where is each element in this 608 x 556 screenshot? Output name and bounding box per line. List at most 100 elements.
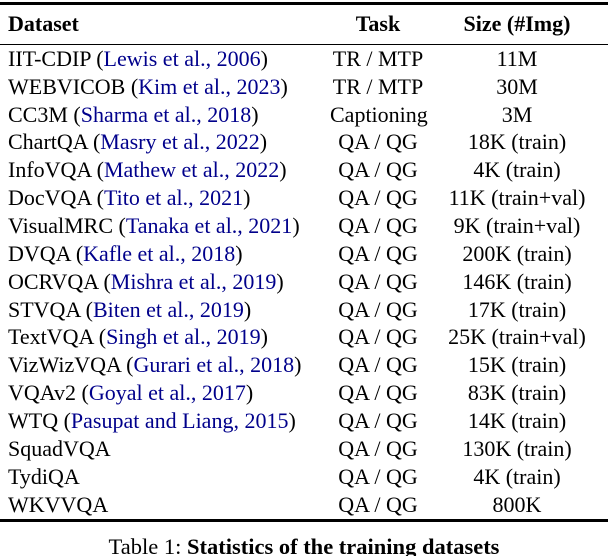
task-cell: QA / QG <box>338 407 418 433</box>
size-cell: 15K (train) <box>467 352 567 378</box>
size-cell: 18K (train) <box>467 129 567 155</box>
table-row: WEBVICOB (Kim et al., 2023) TR / MTP 30M <box>0 73 608 101</box>
dataset-cell: WKVVQA <box>0 491 330 517</box>
table-body: IIT-CDIP (Lewis et al., 2006) TR / MTP 11M… <box>0 45 608 519</box>
size-cell: 25K (train+val) <box>448 324 586 350</box>
table-row: TextVQA (Singh et al., 2019) QA / QG 25K (… <box>0 323 608 351</box>
task-cell: TR / MTP <box>332 73 424 99</box>
citation-link[interactable]: Mathew et al., 2022 <box>103 157 280 183</box>
dataset-name: WTQ <box>8 407 59 433</box>
dataset-cell: IIT-CDIP (Lewis et al., 2006) <box>8 45 268 71</box>
dataset-cell: TydiQA <box>0 463 330 489</box>
caption-title: Statistics of the training datasets <box>186 534 500 556</box>
task-cell: QA / QG <box>338 435 418 461</box>
task-cell: QA / QG <box>338 268 418 294</box>
task-cell: QA / QG <box>338 185 418 211</box>
table-row: SquadVQA QA / QG 130K (train) <box>0 435 608 463</box>
table-row: WTQ (Pasupat and Liang, 2015) QA / QG 14K … <box>0 407 608 435</box>
table-row: IIT-CDIP (Lewis et al., 2006) TR / MTP 11M <box>0 45 608 73</box>
dataset-name: SquadVQA <box>8 435 111 461</box>
citation-link[interactable]: Singh et al., 2019 <box>106 324 261 350</box>
dataset-cell: SquadVQA <box>0 435 330 461</box>
citation-link[interactable]: Sharma et al., 2018 <box>80 101 252 127</box>
table-row: ChartQA (Masry et al., 2022) QA / QG 18K (… <box>0 128 608 156</box>
dataset-name: CC3M <box>8 101 68 127</box>
table-row: VQAv2 (Goyal et al., 2017) QA / QG 83K (tr… <box>0 379 608 407</box>
task-cell: QA / QG <box>338 463 418 489</box>
size-cell: 9K (train+val) <box>453 212 581 238</box>
dataset-cell: WTQ (Pasupat and Liang, 2015) <box>8 407 296 433</box>
task-cell: TR / MTP <box>332 45 424 71</box>
table-row: DocVQA (Tito et al., 2021) QA / QG 11K (tr… <box>0 184 608 212</box>
column-header-task: Task <box>355 11 401 36</box>
task-cell: Captioning <box>330 101 428 127</box>
task-cell: QA / QG <box>338 129 418 155</box>
table-row: InfoVQA (Mathew et al., 2022) QA / QG 4K (… <box>0 156 608 184</box>
table-top-rule <box>0 2 608 5</box>
dataset-name: VizWizVQA <box>8 352 121 378</box>
task-cell: QA / QG <box>338 380 418 406</box>
table-row: TydiQA QA / QG 4K (train) <box>0 463 608 491</box>
dataset-name: TextVQA <box>8 324 94 350</box>
dataset-name: OCRVQA <box>8 268 98 294</box>
size-cell: 11K (train+val) <box>448 185 586 211</box>
dataset-name: ChartQA <box>8 129 88 155</box>
size-cell: 11M <box>496 45 538 71</box>
size-cell: 3M <box>501 101 533 127</box>
citation-link[interactable]: Tito et al., 2021 <box>103 185 244 211</box>
size-cell: 146K (train) <box>462 268 572 294</box>
dataset-cell: WEBVICOB (Kim et al., 2023) <box>8 73 288 99</box>
dataset-name: DVQA <box>8 240 71 266</box>
citation-link[interactable]: Tanaka et al., 2021 <box>125 212 293 238</box>
size-cell: 4K (train) <box>473 463 561 489</box>
table-row: OCRVQA (Mishra et al., 2019) QA / QG 146K … <box>0 268 608 296</box>
dataset-name: VQAv2 <box>8 380 77 406</box>
table-mid-rule <box>0 43 608 45</box>
citation-link[interactable]: Pasupat and Liang, 2015 <box>70 407 289 433</box>
size-cell: 14K (train) <box>467 407 567 433</box>
size-cell: 4K (train) <box>473 157 561 183</box>
table-row: CC3M (Sharma et al., 2018) Captioning 3M <box>0 101 608 129</box>
dataset-cell: InfoVQA (Mathew et al., 2022) <box>8 157 287 183</box>
task-cell: QA / QG <box>338 240 418 266</box>
size-cell: 17K (train) <box>467 296 567 322</box>
citation-link[interactable]: Kim et al., 2023 <box>138 73 281 99</box>
dataset-cell: OCRVQA (Mishra et al., 2019) <box>8 268 284 294</box>
size-cell: 130K (train) <box>462 435 572 461</box>
dataset-cell: DVQA (Kafle et al., 2018) <box>8 240 243 266</box>
table-row: WKVVQA QA / QG 800K <box>0 491 608 519</box>
task-cell: QA / QG <box>338 324 418 350</box>
dataset-name: WEBVICOB <box>8 73 126 99</box>
task-cell: QA / QG <box>338 352 418 378</box>
citation-link[interactable]: Mishra et al., 2019 <box>110 268 277 294</box>
citation-link[interactable]: Masry et al., 2022 <box>100 129 260 155</box>
dataset-cell: VQAv2 (Goyal et al., 2017) <box>8 380 254 406</box>
dataset-cell: STVQA (Biten et al., 2019) <box>8 296 252 322</box>
table-caption: Table 1: Statistics of the training data… <box>0 533 608 556</box>
dataset-name: STVQA <box>8 296 81 322</box>
dataset-name: WKVVQA <box>8 491 109 517</box>
table-row: STVQA (Biten et al., 2019) QA / QG 17K (tr… <box>0 296 608 324</box>
size-cell: 200K (train) <box>462 240 572 266</box>
citation-link[interactable]: Gurari et al., 2018 <box>133 352 295 378</box>
dataset-cell: VisualMRC (Tanaka et al., 2021) <box>8 212 300 238</box>
task-cell: QA / QG <box>338 212 418 238</box>
dataset-cell: DocVQA (Tito et al., 2021) <box>8 185 251 211</box>
dataset-name: InfoVQA <box>8 157 92 183</box>
dataset-name: IIT-CDIP <box>8 45 91 71</box>
dataset-cell: ChartQA (Masry et al., 2022) <box>8 129 268 155</box>
table-row: VizWizVQA (Gurari et al., 2018) QA / QG 15… <box>0 351 608 379</box>
dataset-cell: CC3M (Sharma et al., 2018) <box>8 101 259 127</box>
size-cell: 30M <box>496 73 538 99</box>
size-cell: 83K (train) <box>467 380 567 406</box>
table-row: DVQA (Kafle et al., 2018) QA / QG 200K (tr… <box>0 240 608 268</box>
dataset-name: TydiQA <box>8 463 80 489</box>
citation-link[interactable]: Biten et al., 2019 <box>92 296 244 322</box>
dataset-name: DocVQA <box>8 185 92 211</box>
citation-link[interactable]: Lewis et al., 2006 <box>103 45 261 71</box>
dataset-cell: TextVQA (Singh et al., 2019) <box>8 324 268 350</box>
citation-link[interactable]: Goyal et al., 2017 <box>88 380 246 406</box>
task-cell: QA / QG <box>338 157 418 183</box>
citation-link[interactable]: Kafle et al., 2018 <box>83 240 236 266</box>
